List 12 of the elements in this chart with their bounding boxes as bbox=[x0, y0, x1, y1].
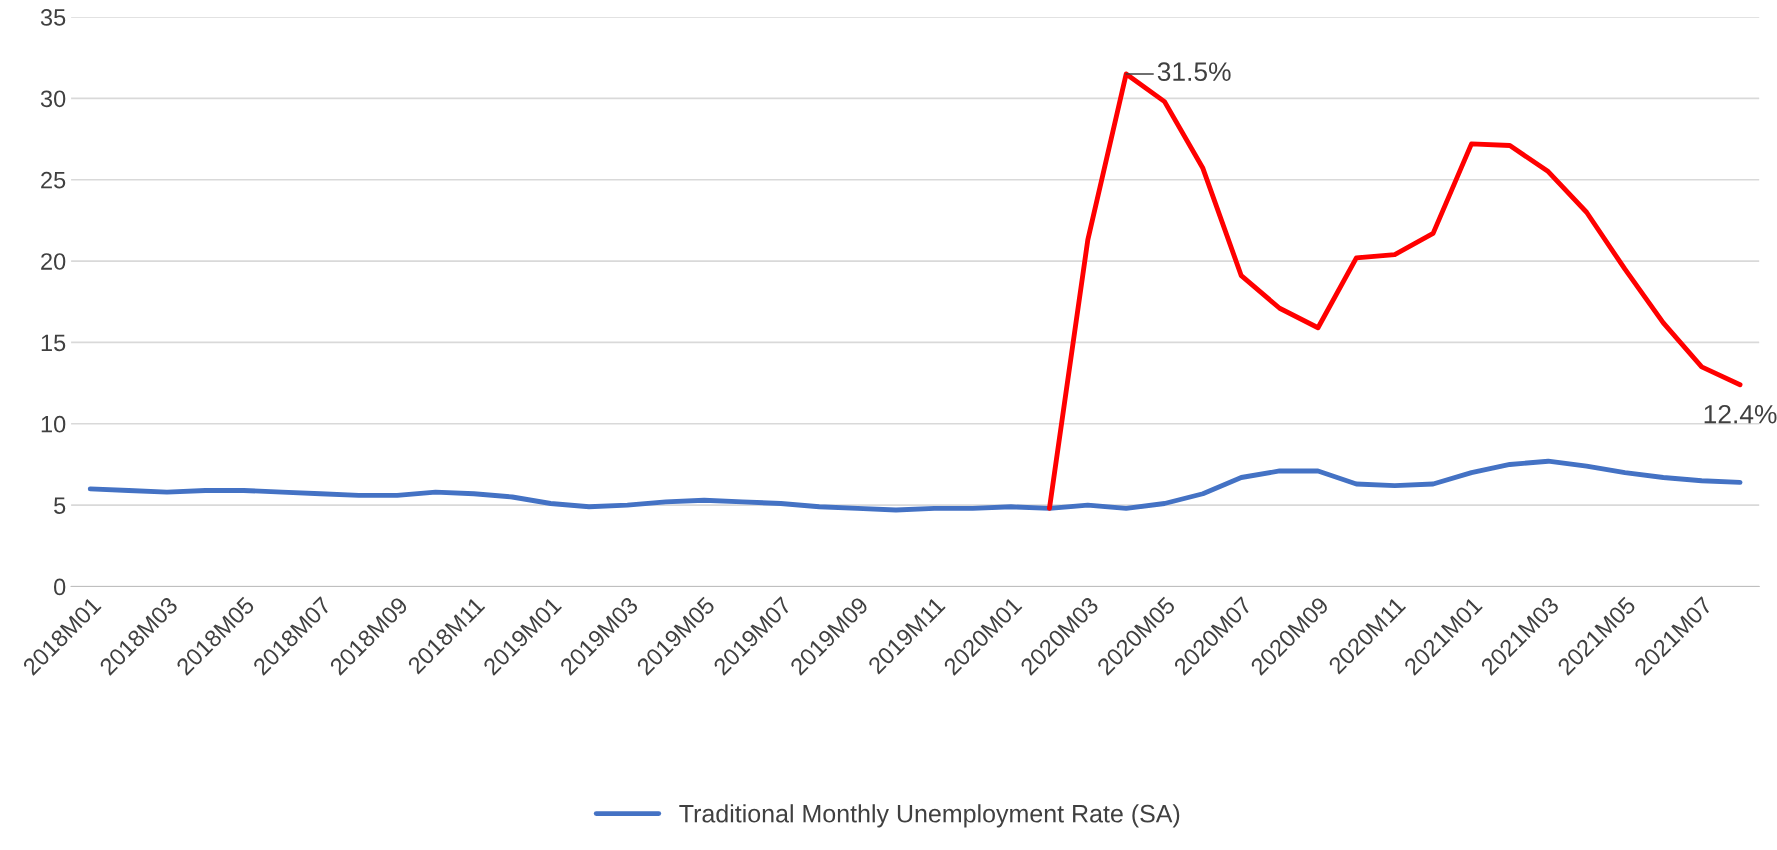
y-tick-label: 25 bbox=[41, 171, 66, 189]
y-tick-label: 5 bbox=[54, 497, 66, 514]
y-tick-label: 30 bbox=[40, 90, 66, 108]
line-series bbox=[87, 458, 1743, 513]
y-tick-label: 20 bbox=[41, 253, 66, 270]
legend-label: Traditional Monthly Unemployment Rate (SA) bbox=[679, 804, 1180, 828]
annotation: 12.4% bbox=[1704, 404, 1777, 424]
y-tick-label: 35 bbox=[40, 9, 66, 26]
y-tick-label: 15 bbox=[41, 334, 66, 352]
annotation: 31.5% bbox=[1157, 62, 1231, 82]
y-tick-label: 10 bbox=[41, 415, 66, 433]
y-tick-label: 0 bbox=[54, 578, 66, 596]
